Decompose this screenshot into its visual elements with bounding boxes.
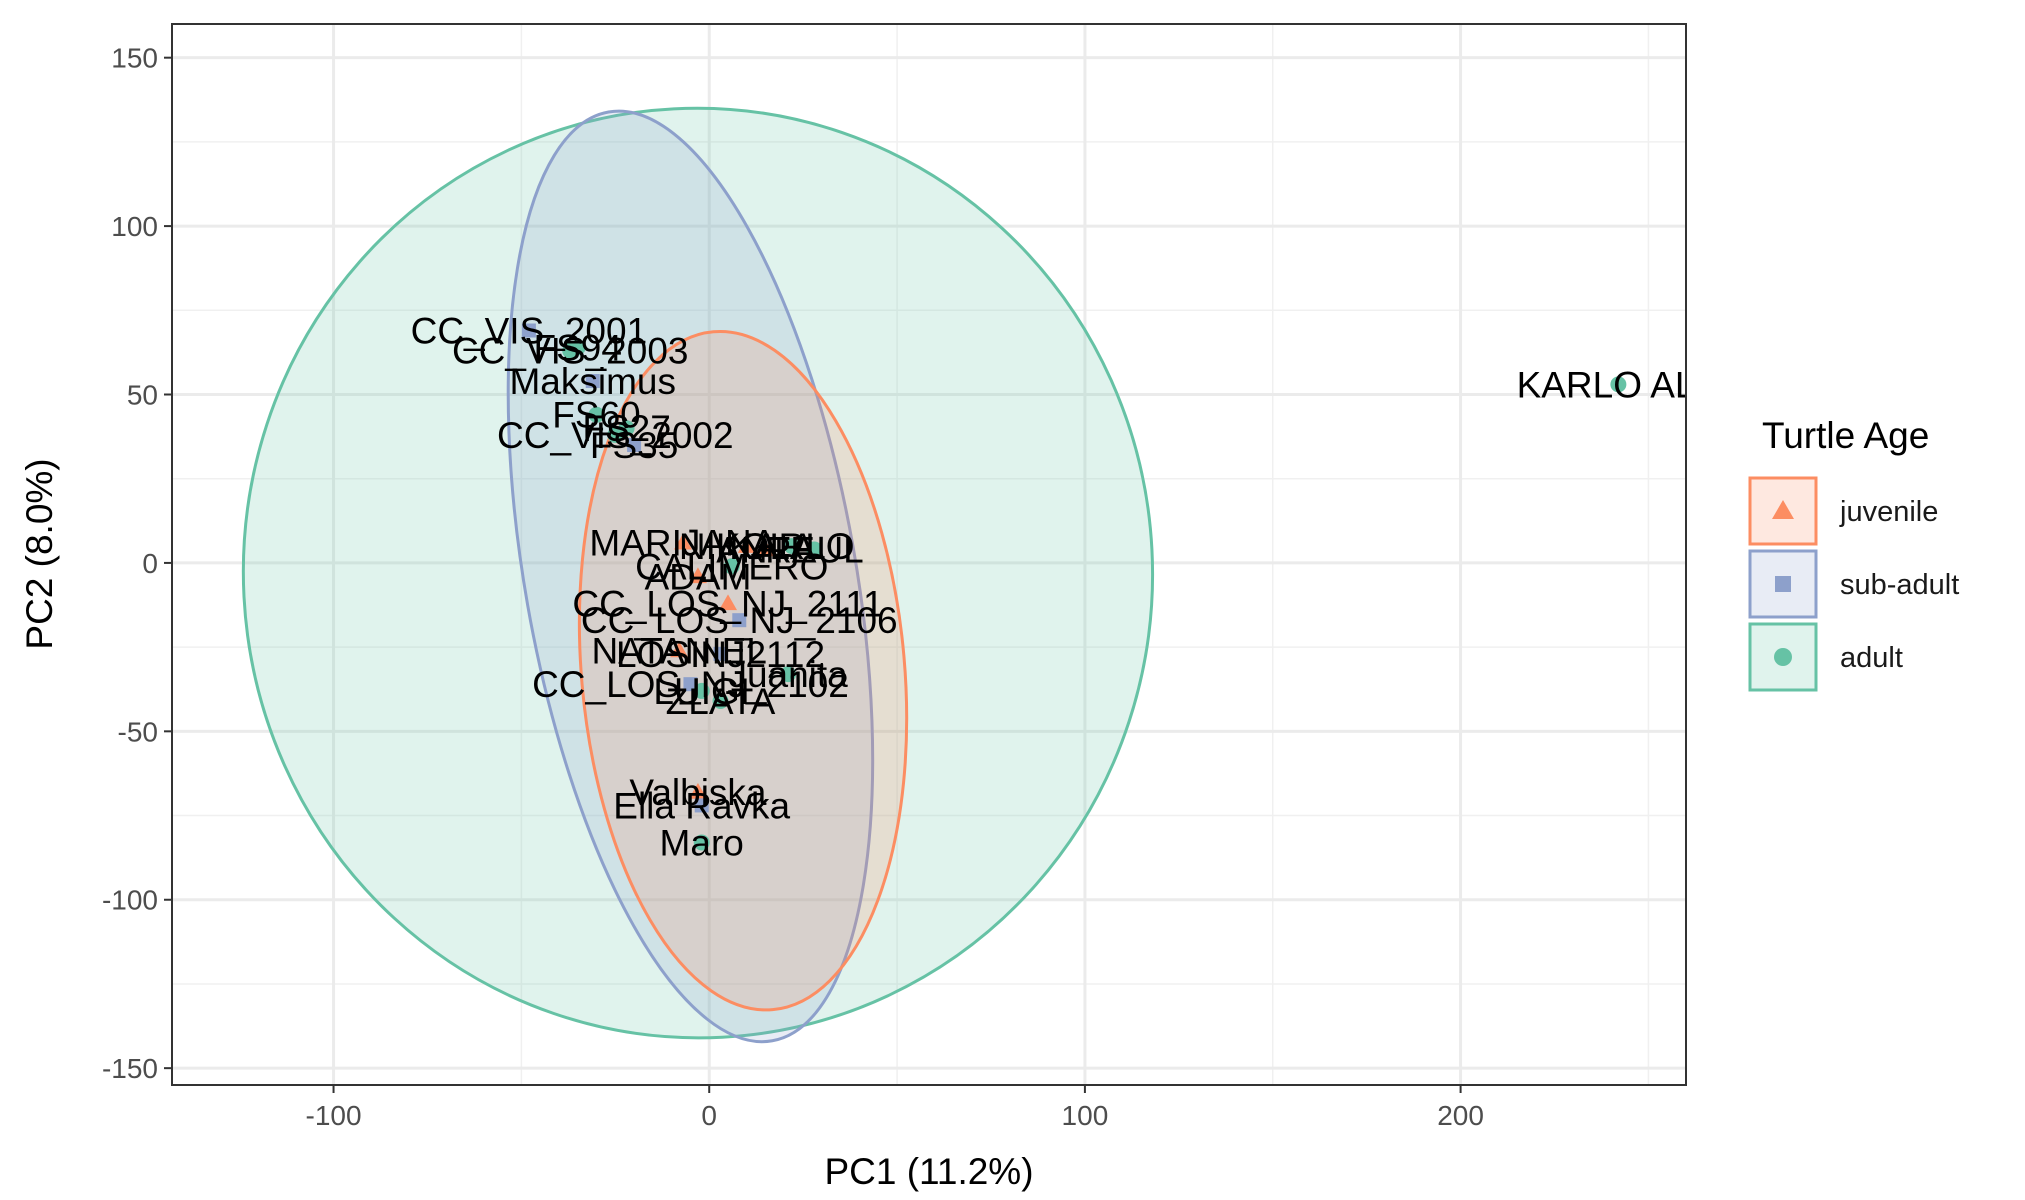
minor-gridlines bbox=[172, 24, 1686, 1085]
point-adult-raul bbox=[806, 541, 823, 558]
point-adult-juanita bbox=[780, 666, 797, 683]
x-axis-title: PC1 (11.2%) bbox=[824, 1151, 1033, 1192]
label-cc-vis-2003: CC_VIS_2003 bbox=[452, 331, 689, 372]
point-juvenile-nikola bbox=[737, 537, 756, 553]
label-nikola: NIKOLA bbox=[679, 526, 815, 567]
x-tick-label: 200 bbox=[1437, 1100, 1484, 1131]
y-tick-label: -50 bbox=[118, 716, 158, 747]
legend-triangle-icon bbox=[1772, 500, 1794, 519]
legend-title: Turtle Age bbox=[1762, 415, 1929, 456]
y-axis-title: PC2 (8.0%) bbox=[19, 458, 60, 649]
label-juanita: Juanita bbox=[728, 654, 848, 695]
label-fs35: FS35 bbox=[590, 425, 678, 466]
label-zlata: ZLATA bbox=[666, 681, 776, 722]
point-adult-calimero bbox=[723, 558, 740, 575]
label-karlo: KARLO bbox=[729, 526, 854, 567]
legend-label-juvenile: juvenile bbox=[1839, 496, 1938, 528]
major-gridlines bbox=[172, 24, 1686, 1085]
x-tick-label: 100 bbox=[1062, 1100, 1109, 1131]
y-tick-label: 150 bbox=[111, 43, 158, 74]
label-raul: RAUL bbox=[765, 529, 864, 570]
point-juvenile-marijana bbox=[673, 533, 692, 550]
data-points bbox=[521, 323, 1627, 851]
label-cc-los-nj-2102: CC_LOS_NJ_2102 bbox=[532, 664, 849, 705]
x-tick-label: 0 bbox=[701, 1100, 717, 1131]
label-fs60: FS60 bbox=[552, 395, 640, 436]
legend-label-adult: adult bbox=[1840, 642, 1903, 674]
point-juvenile-ante bbox=[756, 540, 775, 557]
label-fs94: FS94 bbox=[534, 327, 622, 368]
label-maro: Maro bbox=[660, 822, 744, 863]
legend: Turtle Age juvenile sub-adult adult bbox=[1748, 415, 1959, 692]
label-luigi: LUIGI bbox=[653, 671, 750, 712]
point-adult-zlata bbox=[712, 693, 729, 710]
label-marijana: MARIJANA bbox=[589, 523, 776, 564]
point-juvenile-adam bbox=[688, 567, 707, 584]
point-sub-adult-losinj2112 bbox=[713, 646, 728, 661]
point-juvenile-cc-los-nj-2111 bbox=[719, 594, 738, 611]
point-adult-karlo bbox=[783, 538, 800, 555]
point-sub-adult-maksimus bbox=[585, 374, 600, 389]
point-sub-adult-cc-los-nj-2106 bbox=[732, 613, 747, 628]
point-sub-adult-ella-ravka bbox=[694, 798, 709, 813]
point-sub-adult-cc-los-nj-2102 bbox=[683, 677, 698, 692]
ellipse-sub-adult bbox=[506, 109, 875, 1044]
label-maksimus: Maksimus bbox=[509, 361, 676, 402]
x-tick-label: -100 bbox=[306, 1100, 362, 1131]
label-ante: ANTE bbox=[716, 529, 815, 570]
panel-border bbox=[171, 23, 1687, 1086]
point-adult-maro bbox=[693, 834, 710, 851]
legend-label-sub-adult: sub-adult bbox=[1840, 569, 1959, 601]
point-adult-fs60 bbox=[588, 406, 605, 423]
point-sub-adult-fs35 bbox=[627, 438, 642, 453]
label-nataniel: NATANIEL bbox=[591, 630, 766, 671]
y-tick-label: 0 bbox=[142, 548, 158, 579]
y-tick-label: -100 bbox=[102, 885, 158, 916]
y-tick-label: -150 bbox=[102, 1053, 158, 1084]
label-adam: ADAM bbox=[645, 556, 752, 597]
label-cc-vis-2002: CC_VIS_2002 bbox=[497, 415, 734, 456]
y-tick-label: 50 bbox=[127, 380, 158, 411]
label-karlo-alb: KARLO ALB bbox=[1517, 364, 1721, 405]
label-cc-los-nj-2106: CC_LOS_NJ_2106 bbox=[581, 600, 898, 641]
y-tick-label: 100 bbox=[111, 211, 158, 242]
label-valbiska: Valbiska bbox=[629, 772, 767, 813]
point-adult-fs94 bbox=[569, 339, 586, 356]
label-ella-ravka: Ella Ravka bbox=[613, 785, 790, 826]
label-cc-vis-2001: CC_VIS_2001 bbox=[411, 311, 648, 352]
label-losinj2112: LOSINJ2112 bbox=[616, 634, 825, 675]
point-sub-adult-cc-vis-2001 bbox=[521, 323, 536, 338]
point-adult-luigi bbox=[693, 682, 710, 699]
legend-circle-icon bbox=[1774, 648, 1792, 666]
ellipse-juvenile bbox=[577, 330, 909, 1012]
y-axis: -150 -100 -50 0 50 100 150 bbox=[102, 43, 172, 1084]
legend-square-icon bbox=[1775, 576, 1791, 592]
label-calimero: CALIMERO bbox=[635, 546, 828, 587]
label-fs27: FS27 bbox=[582, 408, 670, 449]
point-adult-fs27 bbox=[618, 420, 635, 437]
label-cc-los-nj-2111: CC_LOS_NJ_2111 bbox=[572, 583, 883, 624]
point-juvenile-valbiska bbox=[688, 782, 707, 799]
point-adult-karlo-alb bbox=[1610, 376, 1627, 393]
x-axis: -100 0 100 200 bbox=[306, 1085, 1484, 1131]
point-juvenile-nataniel bbox=[670, 641, 689, 658]
